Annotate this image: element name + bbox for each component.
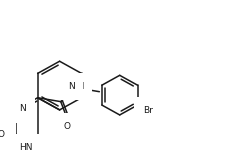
Text: O: O xyxy=(0,130,4,139)
Text: Br: Br xyxy=(143,106,152,115)
Text: H: H xyxy=(77,82,83,91)
Text: N: N xyxy=(20,105,26,114)
Text: HN: HN xyxy=(20,143,33,150)
Text: N: N xyxy=(68,82,74,91)
Text: O: O xyxy=(64,122,70,131)
